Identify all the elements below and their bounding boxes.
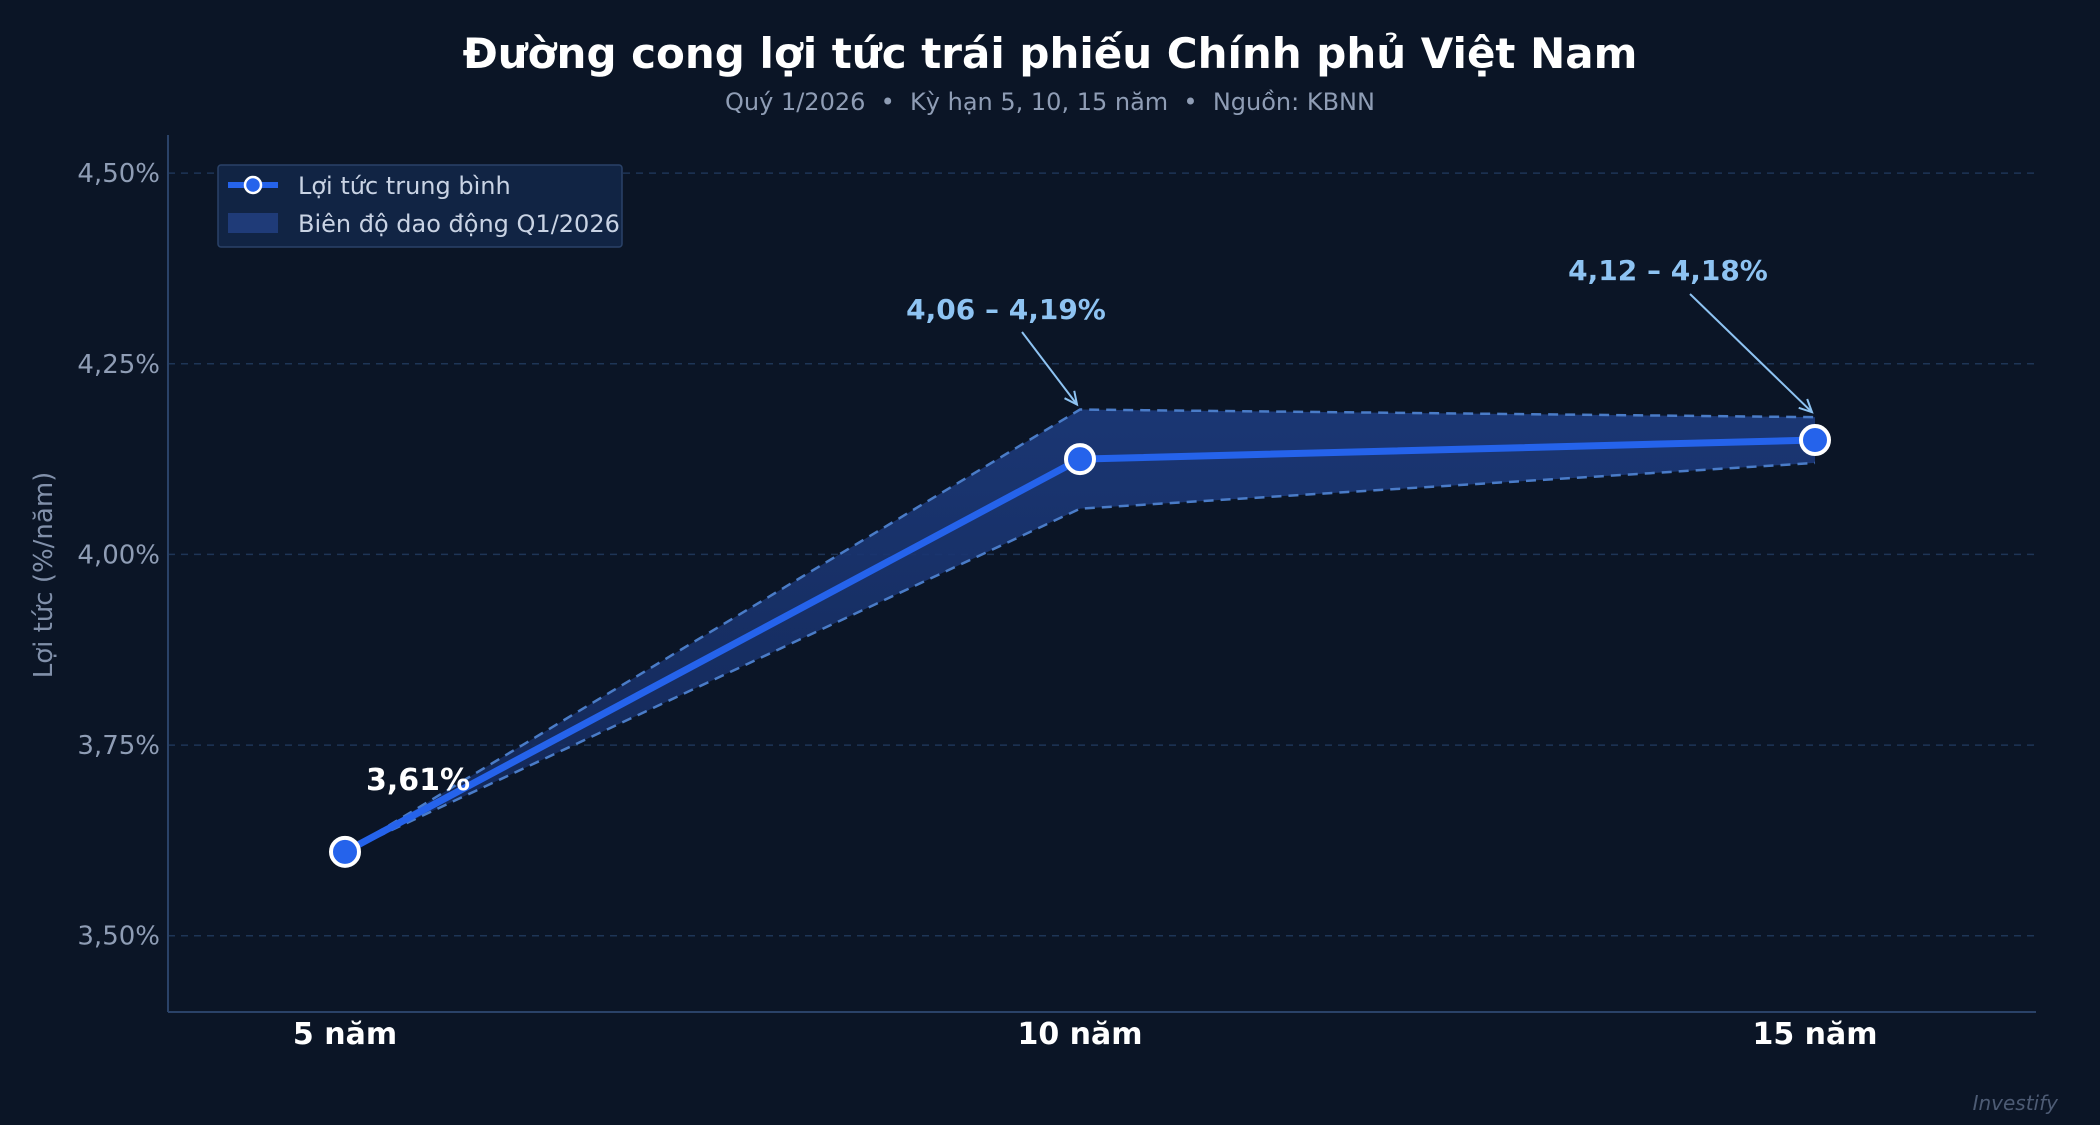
y-tick-label: 3,50% [77,922,160,952]
x-tick-label: 5 năm [293,1017,397,1052]
y-tick-label: 4,00% [77,540,160,570]
data-points [329,424,1831,868]
range-band-area [345,409,1815,852]
data-point [329,835,361,868]
range-band-lower [344,461,1816,853]
legend: Lợi tức trung bình Biên độ dao động Q1/2… [217,164,623,248]
annotation-arrow [1021,331,1078,406]
y-axis-label: Lợi tức (%/năm) [29,472,59,679]
chart-subtitle: Quý 1/2026 • Kỳ hạn 5, 10, 15 năm • Nguồ… [725,88,1375,116]
annotation-label: 4,12 – 4,18% [1568,254,1768,287]
legend-label-band: Biên độ dao động Q1/2026 [298,210,620,238]
x-tick-label: 15 năm [1752,1017,1877,1052]
grid-lines [168,172,2036,937]
annotations: 3,61% 4,06 – 4,19% 4,12 – 4,18% [366,254,1814,798]
chart-title: Đường cong lợi tức trái phiếu Chính phủ … [463,29,1638,78]
range-band [344,408,1816,853]
range-band-upper [344,408,1816,853]
x-tick-label: 10 năm [1017,1017,1142,1052]
annotation-arrowhead [1798,398,1814,414]
annotation-label: 3,61% [366,763,470,798]
data-point [1799,424,1831,457]
legend-box [217,164,623,248]
x-tick-labels: 5 năm 10 năm 15 năm [293,1017,1878,1052]
annotation-label: 4,06 – 4,19% [906,293,1106,326]
y-tick-label: 4,50% [77,159,160,189]
annotation-arrow [1689,293,1813,413]
y-tick-labels: 3,50% 3,75% 4,00% 4,25% 4,50% [77,159,160,952]
legend-band-swatch [228,213,278,233]
y-tick-label: 3,75% [77,731,160,761]
data-point [1064,443,1096,476]
legend-label-mean: Lợi tức trung bình [298,172,511,200]
legend-marker-swatch [243,175,263,195]
watermark: Investify [1973,1091,2060,1115]
axes [167,135,2036,1013]
annotation-arrowhead [1064,390,1079,407]
y-tick-label: 4,25% [77,350,160,380]
